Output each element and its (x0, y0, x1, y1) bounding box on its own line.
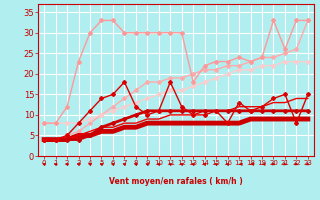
X-axis label: Vent moyen/en rafales ( km/h ): Vent moyen/en rafales ( km/h ) (109, 177, 243, 186)
